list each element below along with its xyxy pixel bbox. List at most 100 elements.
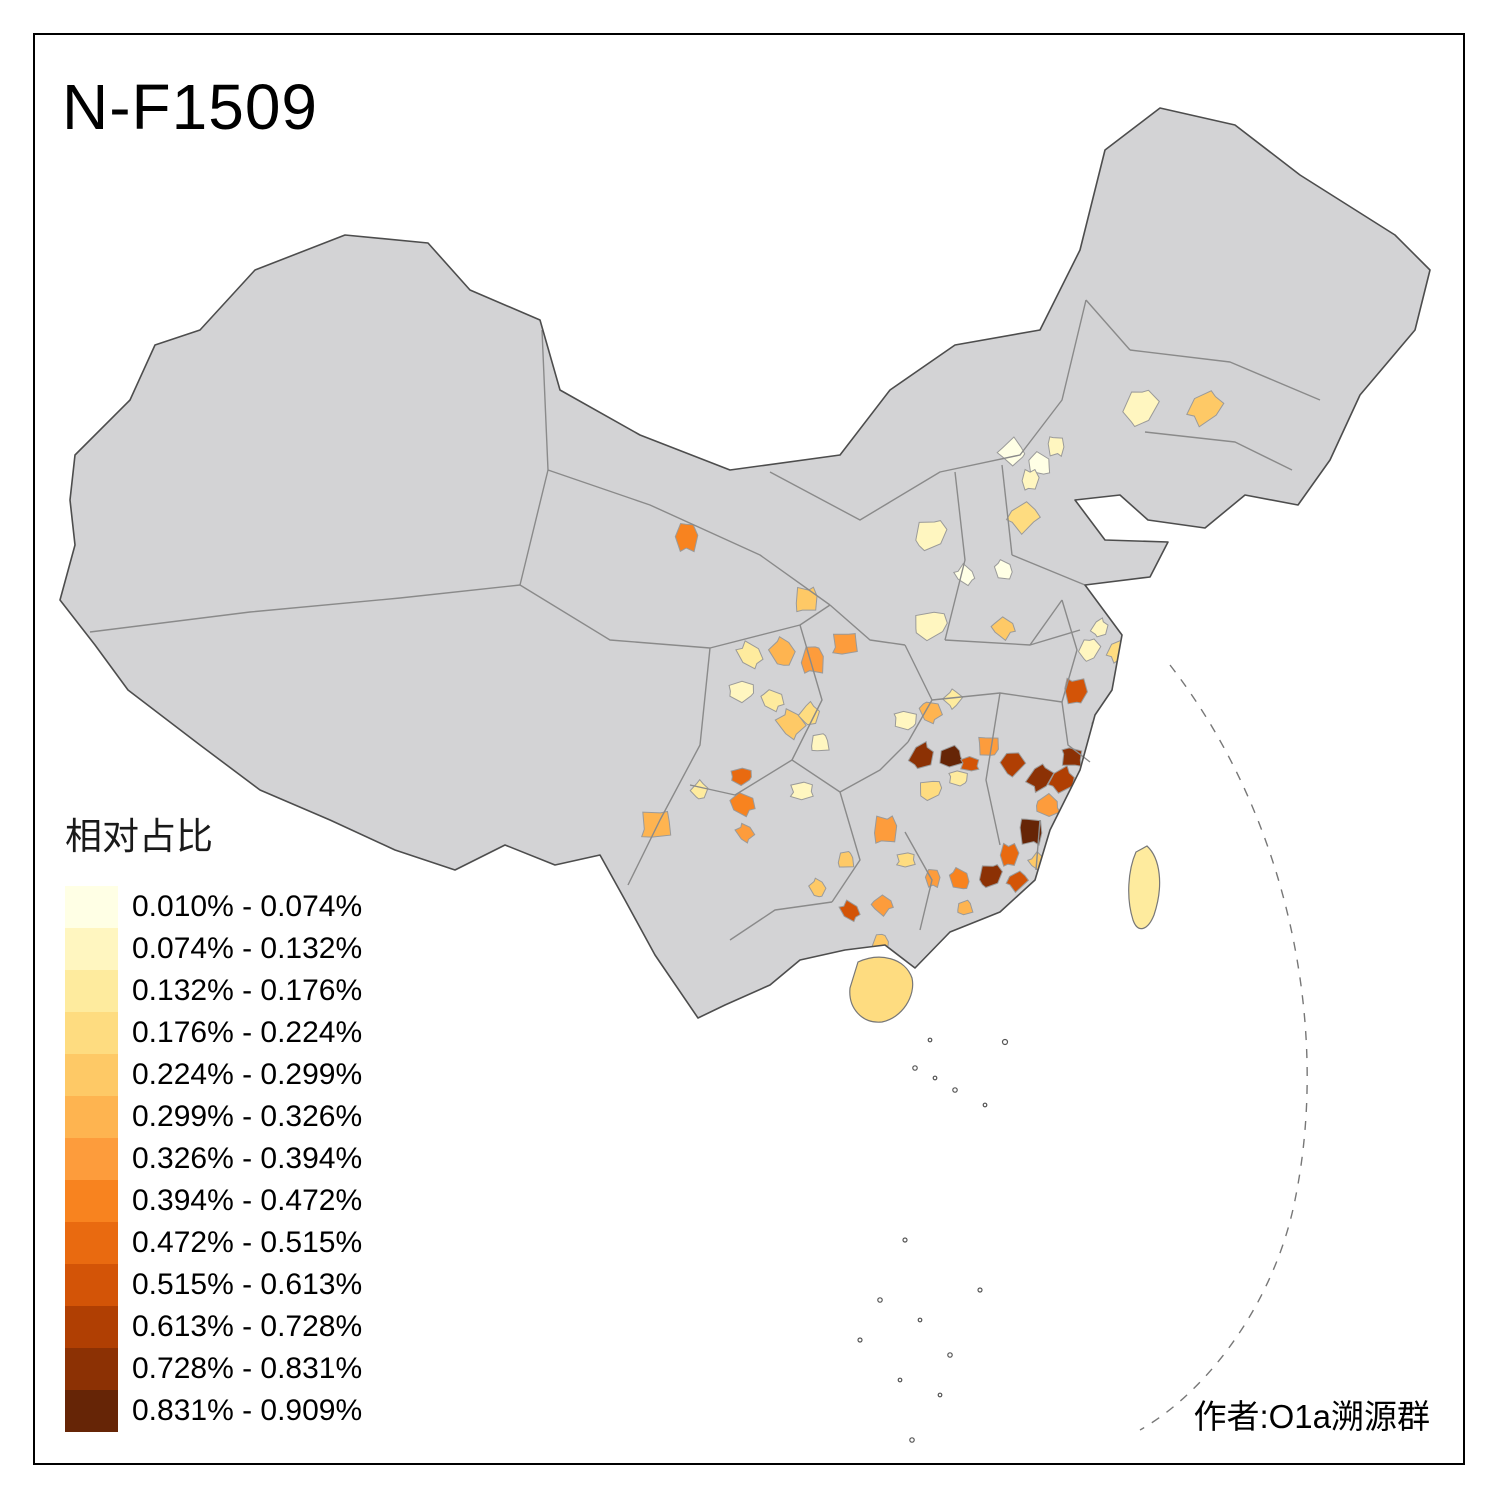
map-region: [1061, 747, 1083, 767]
map-region: [870, 894, 894, 918]
legend-item: 0.132% - 0.176%: [65, 970, 405, 1012]
legend-item: 0.472% - 0.515%: [65, 1222, 405, 1264]
legend-label: 0.010% - 0.074%: [132, 890, 363, 923]
map-region: [1047, 765, 1075, 794]
legend-label: 0.472% - 0.515%: [132, 1226, 363, 1259]
legend-item: 0.326% - 0.394%: [65, 1138, 405, 1180]
legend-swatch: [65, 1180, 118, 1222]
taiwan-island: [1128, 845, 1161, 930]
legend-swatch: [65, 1390, 118, 1432]
map-region: [895, 852, 916, 868]
map-region: [873, 815, 898, 844]
map-region: [1081, 768, 1100, 786]
map-region: [795, 586, 818, 613]
map-region: [1047, 436, 1065, 458]
map-region: [999, 752, 1027, 778]
map-region: [1028, 450, 1051, 475]
legend-item: 0.224% - 0.299%: [65, 1054, 405, 1096]
map-region: [915, 611, 948, 642]
legend-swatch: [65, 1054, 118, 1096]
map-region: [1122, 389, 1160, 428]
legend-swatch: [65, 1096, 118, 1138]
map-region: [797, 700, 821, 726]
map-region: [832, 633, 858, 655]
legend-label: 0.132% - 0.176%: [132, 974, 363, 1007]
map-region: [978, 736, 999, 756]
legend-item: 0.613% - 0.728%: [65, 1306, 405, 1348]
south-sea-islands: [857, 1037, 1009, 1443]
south-china-sea-boundary: [1139, 664, 1308, 1431]
map-region: [641, 810, 672, 838]
map-region: [729, 792, 756, 818]
map-region: [939, 744, 964, 768]
legend-label: 0.394% - 0.472%: [132, 1184, 363, 1217]
map-region: [996, 436, 1026, 467]
legend-item: 0.394% - 0.472%: [65, 1180, 405, 1222]
hainan-island: [849, 956, 914, 1023]
legend-label: 0.299% - 0.326%: [132, 1100, 363, 1133]
map-region: [689, 778, 709, 800]
legend-item: 0.831% - 0.909%: [65, 1390, 405, 1432]
legend: 相对占比 0.010% - 0.074% 0.074% - 0.132% 0.132…: [65, 806, 405, 1432]
map-region: [915, 520, 948, 552]
legend-swatch: [65, 1348, 118, 1390]
map-region: [735, 640, 764, 670]
map-region: [907, 740, 934, 770]
map-region: [730, 767, 752, 787]
map-region: [837, 850, 855, 868]
map-region: [774, 708, 807, 741]
map-region: [789, 781, 814, 801]
map-region: [1021, 468, 1040, 491]
map-region: [1123, 658, 1143, 679]
legend-swatch: [65, 1306, 118, 1348]
legend-swatch: [65, 1264, 118, 1306]
china-mainland: [60, 108, 1430, 1018]
legend-label: 0.224% - 0.299%: [132, 1058, 363, 1091]
legend-label: 0.728% - 0.831%: [132, 1352, 363, 1385]
map-region: [960, 755, 980, 772]
map-region: [808, 877, 827, 898]
legend-swatch: [65, 1138, 118, 1180]
map-region: [734, 822, 756, 844]
map-region: [1019, 818, 1043, 846]
map-region: [990, 616, 1016, 642]
map-title: N-F1509: [62, 71, 318, 143]
map-region: [800, 646, 824, 674]
legend-label: 0.831% - 0.909%: [132, 1394, 363, 1427]
map-region: [1086, 780, 1105, 800]
legend-label: 0.326% - 0.394%: [132, 1142, 363, 1175]
map-region: [893, 710, 917, 731]
map-region: [918, 701, 944, 725]
legend-item: 0.515% - 0.613%: [65, 1264, 405, 1306]
legend-item: 0.728% - 0.831%: [65, 1348, 405, 1390]
map-region: [1048, 833, 1066, 848]
legend-label: 0.613% - 0.728%: [132, 1310, 363, 1343]
attribution-text: 作者:O1a溯源群: [1193, 1398, 1430, 1435]
map-region: [993, 559, 1013, 580]
map-region: [1064, 677, 1088, 705]
map-region: [953, 562, 976, 587]
map-region: [978, 863, 1003, 889]
map-region: [1005, 870, 1030, 894]
map-region: [767, 635, 796, 666]
legend-swatch: [65, 970, 118, 1012]
map-region: [948, 866, 970, 890]
map-region: [1024, 763, 1055, 794]
legend-title: 相对占比: [65, 816, 213, 857]
legend-item: 0.074% - 0.132%: [65, 928, 405, 970]
province-borders: [89, 299, 1321, 941]
map-region: [948, 770, 968, 787]
legend-item: 0.299% - 0.326%: [65, 1096, 405, 1138]
legend-swatch: [65, 886, 118, 928]
map-region: [728, 680, 755, 704]
legend-item: 0.010% - 0.074%: [65, 886, 405, 928]
map-region: [1186, 390, 1225, 428]
legend-items: 0.010% - 0.074% 0.074% - 0.132% 0.132% - 0…: [65, 886, 405, 1432]
map-region: [760, 689, 785, 713]
legend-item: 0.176% - 0.224%: [65, 1012, 405, 1054]
legend-swatch: [65, 1012, 118, 1054]
map-region: [838, 899, 861, 923]
map-region: [1005, 501, 1041, 536]
legend-label: 0.515% - 0.613%: [132, 1268, 363, 1301]
